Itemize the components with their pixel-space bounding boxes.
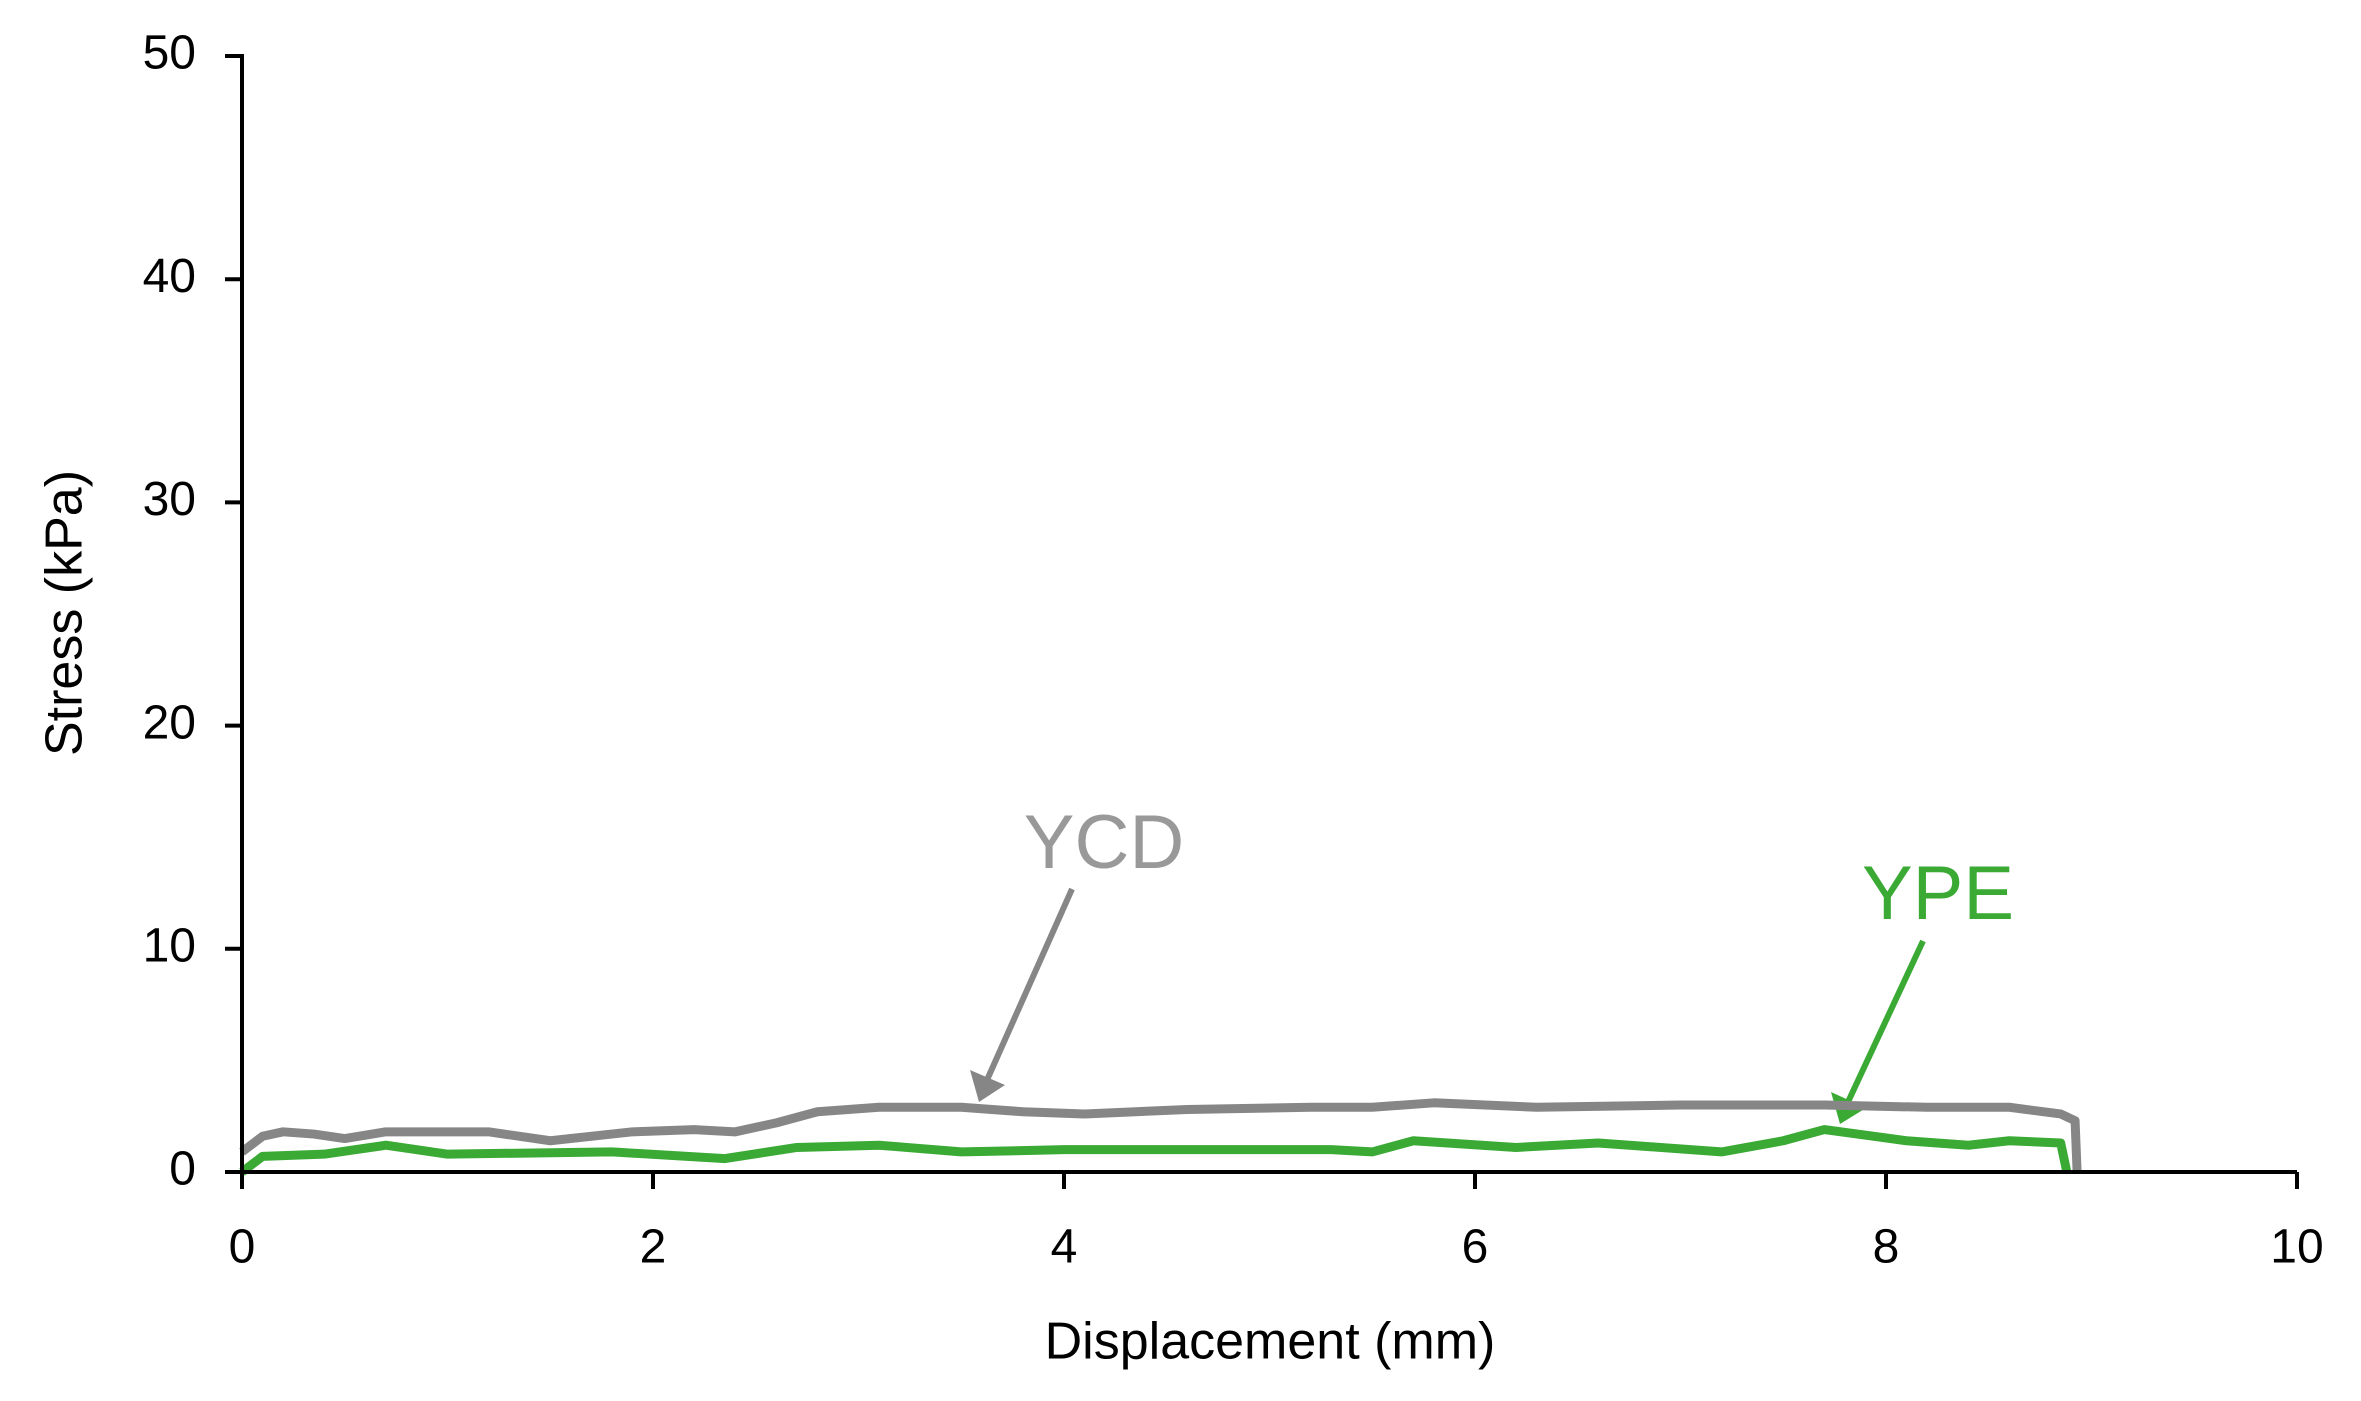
annotation: YCD — [1024, 800, 1184, 885]
y-tick-label: 20 — [143, 696, 196, 749]
annotation-arrow — [970, 887, 1075, 1102]
series-line — [239, 1098, 2082, 1173]
series-line — [239, 1125, 2072, 1176]
x-tick-label: 0 — [229, 1221, 256, 1274]
y-tick-label: 10 — [143, 919, 196, 972]
annotation: YPE — [1862, 851, 2014, 936]
x-tick-label: 2 — [640, 1221, 667, 1274]
y-tick-label: 50 — [143, 27, 196, 80]
y-axis-title: Stress (kPa) — [36, 470, 94, 756]
y-tick-label: 30 — [143, 473, 196, 526]
x-tick-label: 4 — [1051, 1221, 1078, 1274]
x-axis-title: Displacement (mm) — [1045, 1313, 1496, 1371]
y-tick-label: 0 — [169, 1143, 196, 1196]
x-tick-label: 6 — [1462, 1221, 1489, 1274]
y-tick-label: 40 — [143, 250, 196, 303]
x-tick-label: 10 — [2270, 1221, 2323, 1274]
x-tick-label: 8 — [1873, 1221, 1900, 1274]
